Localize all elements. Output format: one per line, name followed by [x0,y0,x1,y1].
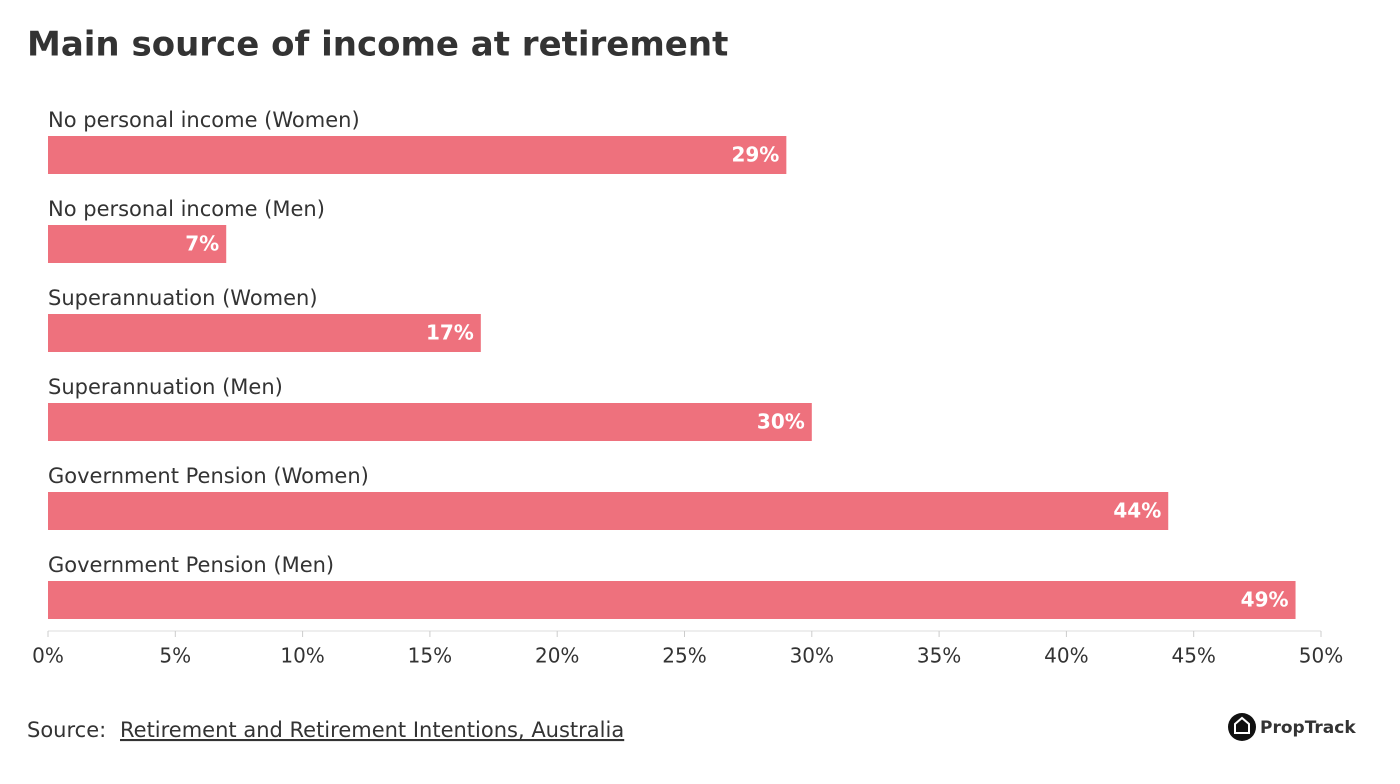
category-label: No personal income (Women) [48,108,360,132]
x-tick-label: 20% [535,644,579,668]
brand-icon-house [1234,716,1250,734]
source-link[interactable]: Retirement and Retirement Intentions, Au… [120,718,624,742]
x-tick-label: 35% [917,644,961,668]
bar [48,314,481,352]
bar [48,136,787,174]
value-label: 30% [757,410,805,434]
value-label: 49% [1241,588,1289,612]
x-tick-label: 40% [1044,644,1088,668]
source-label: Source: [27,718,106,742]
brand: PropTrack [1260,718,1356,738]
category-label: Government Pension (Men) [48,553,334,577]
x-tick-label: 30% [790,644,834,668]
chart-title: Main source of income at retirement [27,25,728,65]
bar [48,581,1296,619]
bar [48,492,1169,530]
value-label: 17% [426,321,474,345]
value-label: 44% [1113,499,1161,523]
value-label: 29% [731,143,779,167]
x-tick-label: 45% [1171,644,1215,668]
category-label: Government Pension (Women) [48,464,369,488]
bar [48,225,227,263]
value-label: 7% [185,232,219,256]
x-tick-label: 50% [1299,644,1343,668]
category-label: Superannuation (Women) [48,286,318,310]
category-label: Superannuation (Men) [48,375,283,399]
x-tick-label: 0% [32,644,64,668]
category-label: No personal income (Men) [48,197,325,221]
x-tick-label: 15% [408,644,452,668]
bar [48,403,812,441]
x-tick-label: 5% [159,644,191,668]
x-tick-label: 25% [662,644,706,668]
x-tick-label: 10% [280,644,324,668]
